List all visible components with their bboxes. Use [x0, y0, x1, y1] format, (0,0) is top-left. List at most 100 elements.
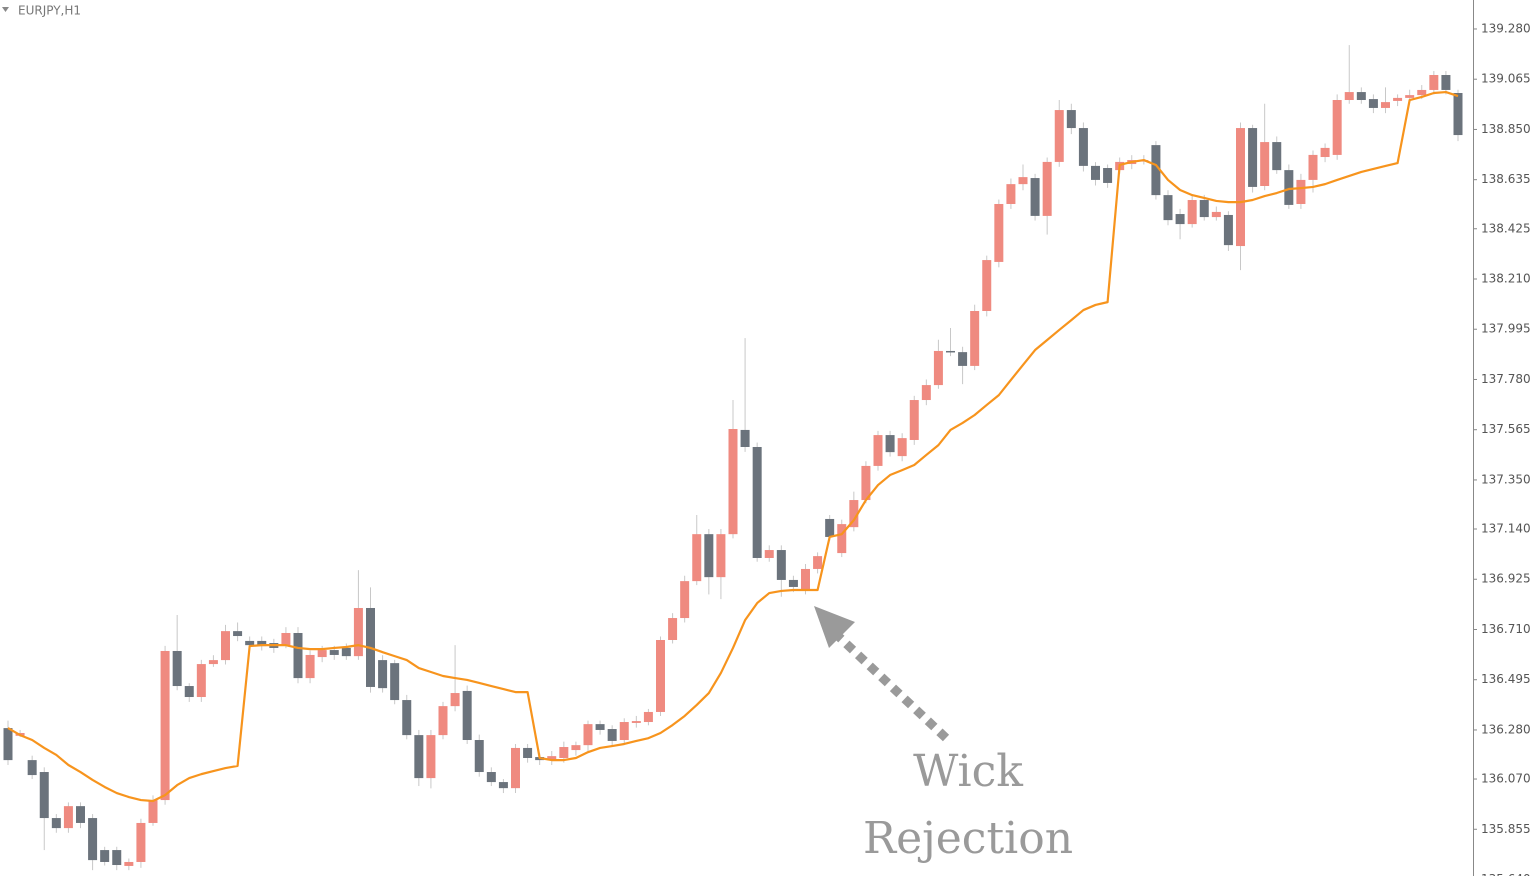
candle-body: [136, 822, 146, 862]
candle-body: [547, 756, 557, 761]
candle-body: [245, 640, 255, 646]
candle-body: [849, 500, 859, 528]
candle-body: [511, 747, 520, 789]
candle-body: [958, 352, 968, 366]
candle-body: [861, 465, 871, 501]
candle-body: [1163, 195, 1173, 221]
candle-body: [1078, 128, 1088, 166]
candle-body: [1236, 128, 1245, 247]
candle-body: [160, 650, 170, 801]
candle-body: [1284, 170, 1294, 205]
candle-body: [486, 772, 496, 783]
candle-body: [559, 747, 569, 759]
candle-body: [1199, 200, 1209, 218]
candle-body: [257, 640, 267, 647]
candle-body: [1320, 147, 1330, 158]
candle-body: [1429, 75, 1439, 90]
candle-body: [341, 647, 351, 657]
y-tick-label: 139.280: [1481, 21, 1531, 35]
candle-body: [353, 607, 363, 657]
candle-body: [1260, 142, 1270, 186]
candle-body: [498, 782, 508, 789]
candle-body: [148, 800, 158, 823]
y-tick-label: 137.565: [1481, 422, 1531, 436]
candle-body: [994, 203, 1004, 262]
candle-body: [837, 524, 847, 554]
candle-body: [88, 818, 98, 861]
y-tick-label: 138.850: [1481, 122, 1531, 136]
candle-body: [184, 686, 194, 698]
candle-body: [112, 850, 122, 866]
chart-title: EURJPY,H1: [18, 4, 81, 18]
candle-body: [1405, 95, 1415, 98]
candle-body: [982, 260, 992, 312]
candle-body: [873, 435, 883, 466]
y-tick-label: 137.350: [1481, 472, 1531, 486]
candle-body: [897, 438, 907, 457]
candle-body: [740, 429, 750, 447]
candle-body: [329, 650, 339, 655]
candle-body: [776, 550, 786, 580]
candle-body: [462, 690, 472, 741]
candle-body: [1054, 110, 1064, 162]
candle-body: [378, 660, 388, 689]
candle-body: [728, 429, 738, 535]
candle-body: [583, 724, 593, 746]
candle-body: [885, 435, 895, 453]
candle-body: [1356, 92, 1366, 101]
candle-body: [51, 818, 61, 829]
candle-body: [1393, 97, 1403, 101]
candle-body: [450, 693, 460, 707]
y-tick-label: 137.995: [1481, 322, 1531, 336]
candle-body: [970, 311, 980, 366]
candle-body: [1091, 165, 1100, 180]
candle-body: [1441, 75, 1451, 90]
candle-body: [801, 568, 810, 590]
candle-body: [1042, 161, 1052, 216]
candle-body: [692, 534, 702, 582]
candle-body: [1175, 214, 1185, 225]
candle-body: [1006, 184, 1016, 204]
candle-body: [716, 534, 726, 578]
candle-body: [656, 640, 665, 712]
candle-body: [1018, 177, 1028, 185]
candle-body: [1296, 179, 1306, 204]
candle-body: [1151, 145, 1161, 196]
candle-body: [438, 706, 448, 736]
candle-body: [813, 556, 823, 569]
y-tick-label: 139.065: [1481, 72, 1531, 86]
candle-body: [426, 735, 436, 779]
annotation-text: Rejection: [863, 813, 1073, 864]
candle-body: [1066, 110, 1076, 129]
candle-body: [414, 735, 424, 779]
y-tick-label: 136.280: [1481, 722, 1531, 736]
candle-body: [595, 724, 605, 730]
candle-body: [233, 631, 243, 637]
candle-body: [1368, 99, 1378, 108]
candle-body: [1187, 200, 1197, 225]
candle-body: [293, 632, 303, 679]
candle-body: [1211, 211, 1221, 218]
candle-body: [39, 772, 49, 819]
candle-body: [1344, 92, 1354, 101]
symbol-menu-icon[interactable]: [2, 7, 9, 12]
candle-body: [1308, 154, 1318, 180]
candle-body: [1248, 128, 1258, 187]
candle-body: [317, 650, 327, 658]
y-tick-label: 138.635: [1481, 172, 1531, 186]
candle-body: [933, 350, 943, 386]
annotation-text: Wick: [913, 746, 1023, 797]
y-tick-label: 136.710: [1481, 622, 1531, 636]
candle-body: [825, 518, 835, 537]
candle-body: [474, 740, 484, 773]
candle-body: [752, 446, 762, 558]
y-tick-label: 137.140: [1481, 522, 1531, 536]
candle-body: [1223, 214, 1233, 246]
moving-average-line: [7, 90, 1459, 803]
candle-body: [523, 747, 533, 759]
y-tick-label: 138.210: [1481, 271, 1531, 285]
candle-body: [1272, 142, 1282, 171]
